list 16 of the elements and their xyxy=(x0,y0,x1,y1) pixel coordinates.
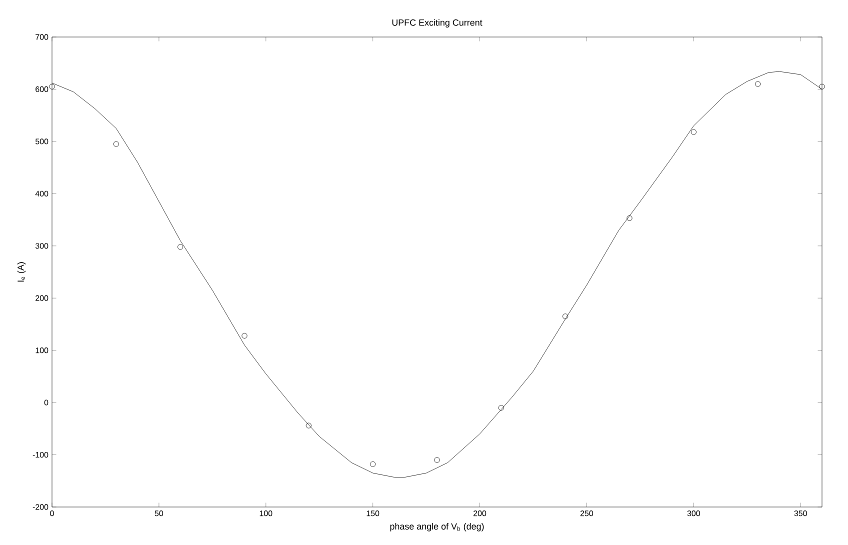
point xyxy=(626,215,632,222)
point xyxy=(562,314,568,320)
point xyxy=(819,84,825,90)
point xyxy=(306,422,312,428)
point xyxy=(113,141,119,147)
point xyxy=(370,461,376,467)
chart-title: UPFC Exciting Current xyxy=(392,19,482,28)
point xyxy=(690,129,696,135)
point xyxy=(49,84,55,90)
point xyxy=(178,244,184,250)
x-axis-title: phase angle of V$_{b}$ (deg) xyxy=(390,523,484,532)
point xyxy=(242,332,248,339)
point xyxy=(755,81,761,87)
y-axis-title: I$_{e}$ (A) xyxy=(17,262,26,282)
point xyxy=(434,457,440,463)
point xyxy=(498,404,504,411)
